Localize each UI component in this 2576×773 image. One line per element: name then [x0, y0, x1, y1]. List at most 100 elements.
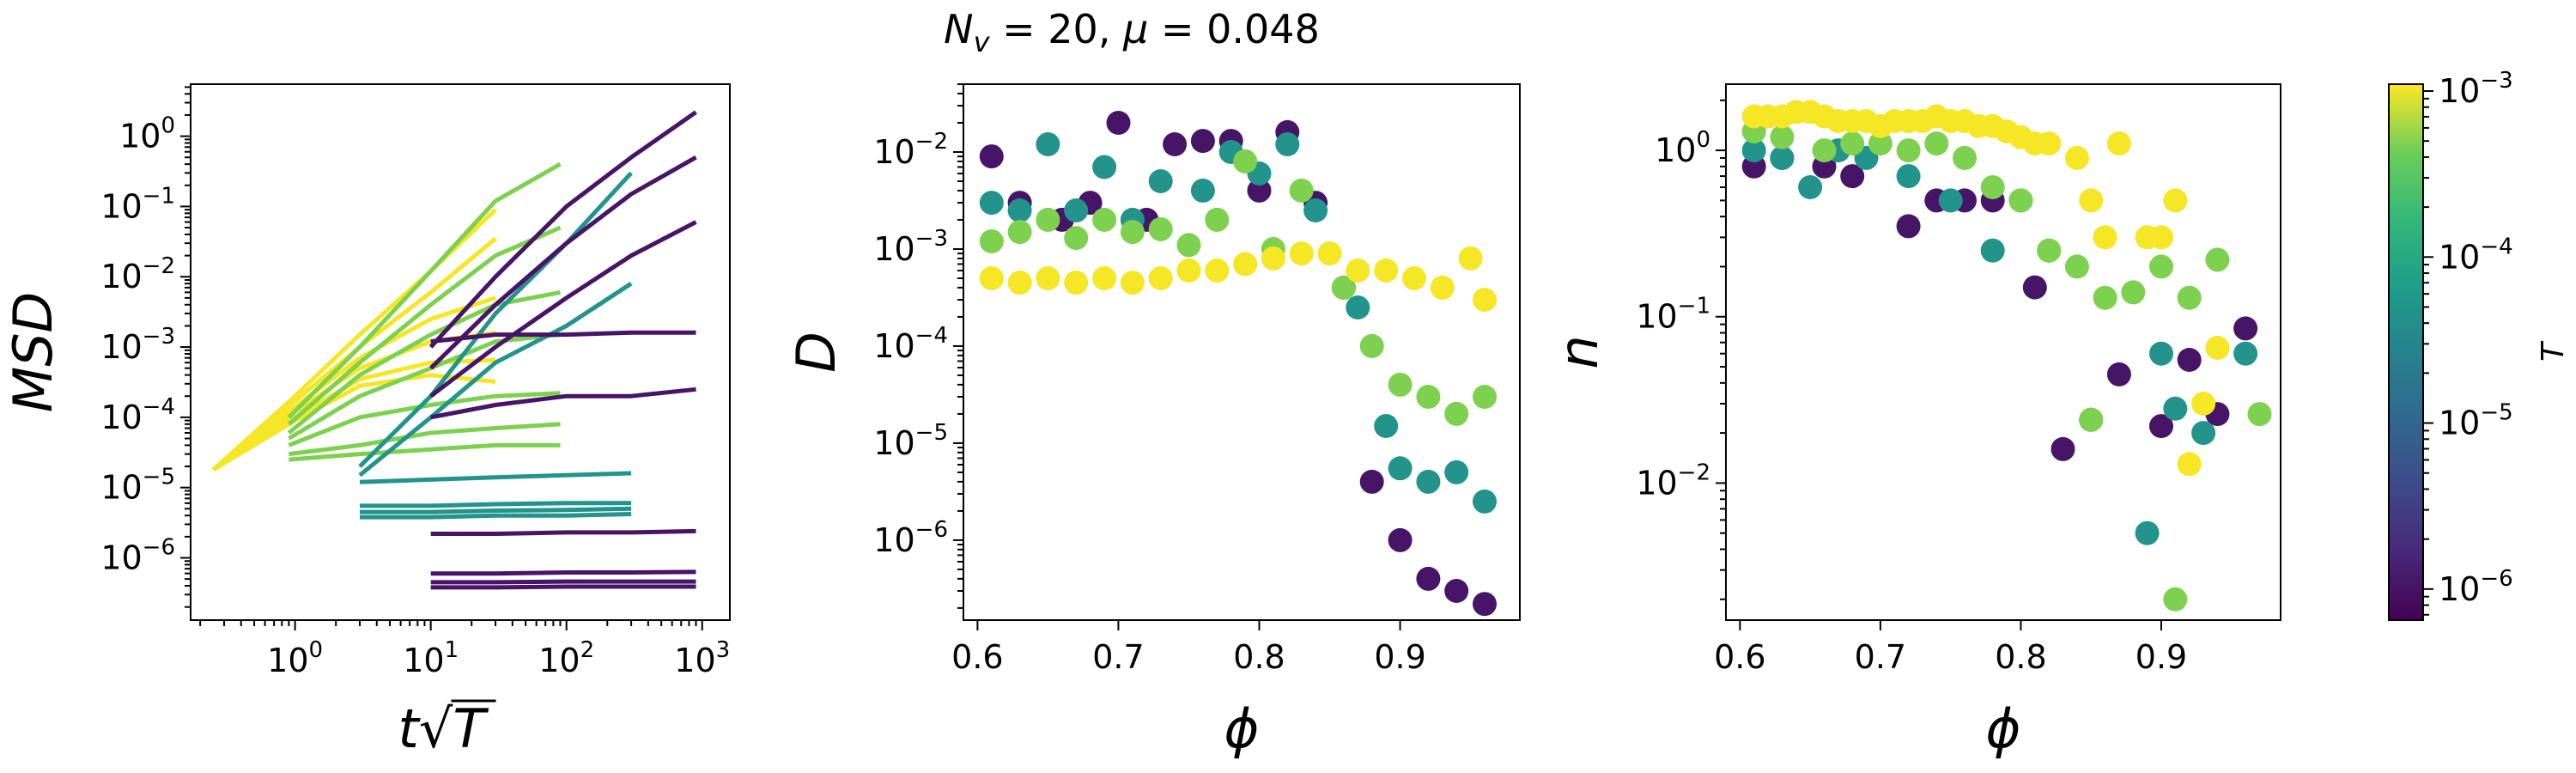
tick-base: 10: [100, 469, 142, 507]
title-symbol: N: [944, 6, 973, 52]
tick-base: 10: [873, 327, 914, 365]
x-tick-label: 0.9: [2136, 638, 2187, 676]
scatter-point: [1924, 131, 1949, 156]
scatter-point: [1289, 178, 1314, 203]
x-tick-label: 0.7: [1855, 638, 1906, 676]
scatter-point: [1416, 469, 1441, 494]
x-axis-label: ϕ: [1224, 697, 1260, 760]
scatter-point: [1896, 164, 1921, 189]
axes-frame: [190, 83, 731, 621]
x-tick-label: 0.6: [951, 638, 1003, 676]
scatter-point: [1346, 295, 1370, 320]
tick-exponent: −3: [915, 226, 948, 252]
scatter-point: [1148, 266, 1173, 290]
scatter-point: [1190, 178, 1215, 203]
y-tick-label: 10−2: [873, 129, 948, 171]
msd-curve: [359, 471, 632, 484]
figure-title: Nv = 20, μ = 0.048: [944, 6, 1320, 58]
colorbar-tick-label: 10−3: [2439, 68, 2513, 110]
tick-exponent: 0: [161, 113, 175, 139]
msd-curve: [358, 282, 633, 478]
tick-base: 10: [873, 424, 914, 462]
msd-curve: [287, 225, 562, 426]
scatter-point: [2093, 285, 2117, 310]
scatter-point: [1064, 198, 1089, 222]
tick-base: 10: [1655, 131, 1696, 169]
tick-base: 10: [119, 118, 161, 155]
scatter-point: [2079, 407, 2104, 432]
y-tick-label: 10−3: [873, 226, 948, 268]
scatter-point: [1317, 241, 1342, 266]
scatter-point: [2177, 285, 2202, 310]
y-tick-label: 10−6: [873, 517, 948, 559]
msd-curve: [428, 110, 697, 349]
scatter-point: [2037, 131, 2062, 156]
y-tick-label: 100: [119, 113, 175, 155]
tick-exponent: −5: [915, 420, 948, 446]
scatter-point: [1388, 456, 1413, 481]
scatter-point: [2064, 254, 2089, 279]
msd-curve: [287, 289, 561, 435]
scatter-point: [2050, 436, 2075, 461]
y-axis-label: n: [1547, 335, 1610, 368]
scatter-point: [2037, 238, 2062, 263]
msd-curve: [430, 569, 696, 576]
y-tick-label: 10−2: [100, 253, 175, 295]
scatter-point: [2163, 188, 2188, 213]
colorbar: 10−610−510−410−3T: [2388, 68, 2571, 621]
scatter-point: [1741, 138, 1766, 163]
msd-curve: [289, 422, 561, 457]
axes-frame: [963, 83, 1521, 621]
y-axis-label: MSD: [2, 292, 64, 413]
scatter-point: [1303, 198, 1328, 222]
scatter-point: [1233, 149, 1258, 173]
tick-base: 10: [2439, 238, 2480, 276]
x-tick-label: 0.8: [1233, 638, 1285, 676]
tick-exponent: −1: [1678, 294, 1710, 320]
x-tick-label: 100: [267, 637, 323, 679]
scatter-point: [2093, 225, 2117, 250]
msd-curve: [360, 506, 632, 514]
tick-base: 10: [873, 133, 914, 171]
title-symbol: μ: [1122, 6, 1148, 52]
scatter-point: [1064, 226, 1089, 251]
scatter-point: [2106, 362, 2131, 386]
tick-base: 10: [873, 230, 914, 268]
scatter-point: [1176, 233, 1201, 258]
scatter-point: [1036, 132, 1060, 156]
tick-exponent: 3: [716, 637, 731, 663]
scatter-point: [2177, 452, 2202, 477]
scatter-point: [2149, 254, 2173, 279]
scatter-point: [1331, 275, 1356, 300]
scatter-point: [2149, 225, 2173, 250]
tick-base: 10: [100, 328, 142, 366]
scatter-point: [1374, 259, 1399, 283]
tick-exponent: −2: [143, 253, 175, 279]
scatter-point: [2205, 336, 2230, 360]
tick-exponent: −4: [2480, 234, 2512, 259]
tick-base: 10: [538, 642, 580, 679]
scatter-point: [1190, 129, 1215, 154]
scatter-point: [1770, 145, 1795, 170]
msd-curve: [430, 579, 696, 585]
scatter-point: [1374, 414, 1399, 438]
tick-exponent: −1: [143, 183, 175, 209]
scatter-point: [2163, 587, 2188, 612]
y-tick-label: 10−6: [100, 535, 175, 577]
scatter-point: [1346, 259, 1370, 283]
scatter-point: [1416, 385, 1441, 409]
scatter-point: [2149, 341, 2173, 366]
scatter-point: [1980, 238, 2005, 263]
msd-curve: [428, 155, 697, 370]
scatter-point: [1473, 489, 1497, 514]
scatter-point: [2022, 275, 2047, 300]
scatter-point: [2191, 392, 2216, 416]
colorbar-label: T: [2536, 340, 2571, 362]
tick-exponent: −6: [2480, 566, 2512, 592]
msd-curve: [360, 512, 632, 520]
tick-exponent: 2: [580, 637, 595, 663]
y-tick-label: 10−2: [1636, 460, 1710, 502]
msd-curve: [288, 391, 561, 447]
